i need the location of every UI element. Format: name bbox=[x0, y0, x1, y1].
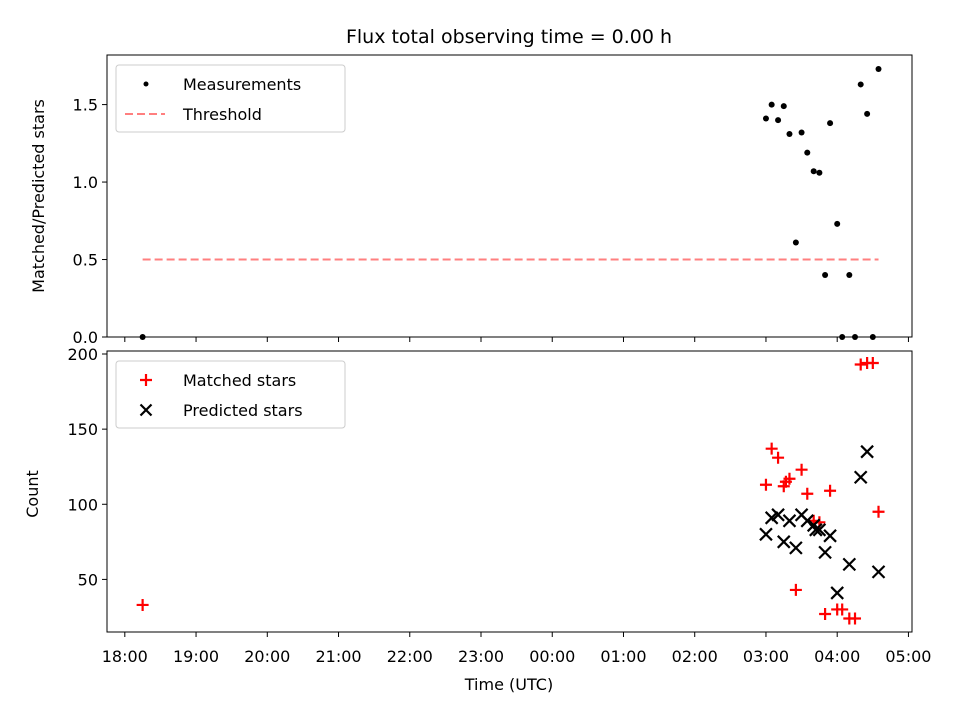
measurement-point bbox=[792, 239, 799, 246]
matched-stars-point bbox=[765, 442, 778, 455]
matched-stars-point bbox=[824, 484, 837, 497]
predicted-stars-point bbox=[823, 529, 837, 543]
measurement-point bbox=[852, 334, 859, 340]
matched-stars-point bbox=[759, 478, 772, 491]
bottom-data-layer bbox=[136, 357, 886, 625]
predicted-stars-point bbox=[830, 586, 844, 600]
measurement-point bbox=[816, 169, 823, 176]
measurement-point bbox=[798, 129, 805, 136]
predicted-stars-point bbox=[871, 565, 886, 579]
legend-label: Predicted stars bbox=[183, 401, 303, 420]
predicted-stars-point bbox=[759, 527, 773, 542]
matched-stars-point bbox=[801, 487, 814, 500]
measurement-point bbox=[875, 65, 882, 72]
measurement-point bbox=[864, 110, 871, 117]
x-tick-label: 21:00 bbox=[315, 647, 361, 666]
top-axes-frame bbox=[106, 54, 913, 338]
x-tick-label: 18:00 bbox=[102, 647, 148, 666]
matched-stars-point bbox=[866, 357, 879, 370]
x-axis-label: Time (UTC) bbox=[464, 675, 553, 694]
top-y-tick-label: 0.5 bbox=[73, 251, 98, 270]
bottom-y-tick-label: 50 bbox=[78, 570, 98, 589]
matched-stars-point bbox=[779, 475, 792, 488]
matched-stars-point bbox=[872, 505, 885, 518]
measurement-point bbox=[775, 117, 782, 124]
x-tick-label: 04:00 bbox=[814, 647, 860, 666]
measurement-point bbox=[839, 334, 846, 340]
x-tick-label: 20:00 bbox=[244, 647, 290, 666]
bottom-axes-frame bbox=[106, 350, 913, 633]
matched-stars-point bbox=[772, 451, 785, 464]
x-tick-label: 03:00 bbox=[743, 647, 789, 666]
measurement-point bbox=[786, 131, 793, 138]
bottom-y-tick-label: 150 bbox=[67, 420, 98, 439]
x-tick-label: 19:00 bbox=[173, 647, 219, 666]
matched-stars-point bbox=[819, 607, 832, 620]
measurement-point bbox=[768, 101, 775, 108]
predicted-stars-point bbox=[818, 545, 832, 560]
measurement-point bbox=[762, 115, 769, 122]
chart-title: Flux total observing time = 0.00 h bbox=[346, 26, 672, 48]
bottom-legend-box bbox=[115, 360, 346, 429]
measurement-point bbox=[810, 168, 817, 175]
measurement-point bbox=[804, 149, 811, 156]
legend-label: Measurements bbox=[183, 75, 301, 94]
predicted-stars-point bbox=[789, 541, 803, 555]
measurement-point bbox=[869, 334, 876, 340]
top-data-layer bbox=[139, 65, 882, 340]
legend-marker-measurements bbox=[143, 81, 149, 87]
legend-marker-matched-stars bbox=[140, 374, 152, 386]
measurement-point bbox=[822, 272, 829, 279]
matched-stars-point bbox=[795, 463, 808, 476]
top-y-tick-label: 1.5 bbox=[73, 96, 98, 115]
matched-stars-point bbox=[789, 583, 802, 596]
top-y-tick-label: 0.0 bbox=[73, 328, 98, 347]
x-tick-label: 00:00 bbox=[529, 647, 575, 666]
predicted-stars-point bbox=[860, 444, 874, 459]
x-tick-label: 23:00 bbox=[458, 647, 504, 666]
matched-stars-point bbox=[849, 612, 862, 625]
legend-marker-predicted-stars bbox=[139, 403, 153, 417]
top-legend-box bbox=[115, 64, 346, 133]
matched-stars-point bbox=[854, 358, 867, 371]
top-legend: Measurements Threshold bbox=[115, 64, 346, 133]
x-tick-label: 05:00 bbox=[885, 647, 931, 666]
bottom-legend: Matched stars Predicted stars bbox=[115, 360, 346, 429]
bottom-axes: 50 100 150 200 18:00 19:00 20:00 21:00 22:00 23:0… bbox=[67, 345, 931, 666]
measurement-point bbox=[857, 81, 864, 88]
matched-stars-point bbox=[136, 598, 149, 611]
predicted-stars-point bbox=[812, 523, 827, 537]
measurement-point bbox=[834, 220, 841, 227]
measurement-point bbox=[827, 120, 834, 127]
bottom-y-axis-label: Count bbox=[23, 470, 42, 518]
legend-label: Threshold bbox=[182, 105, 262, 124]
predicted-stars-point bbox=[776, 535, 791, 549]
x-tick-label: 01:00 bbox=[600, 647, 646, 666]
predicted-stars-point bbox=[782, 514, 797, 528]
bottom-y-tick-label: 200 bbox=[67, 345, 98, 364]
predicted-stars-point bbox=[842, 557, 857, 572]
measurement-point bbox=[139, 334, 146, 340]
predicted-stars-point bbox=[809, 523, 823, 537]
matched-stars-point bbox=[836, 603, 849, 616]
predicted-stars-point bbox=[853, 470, 868, 485]
x-tick-label: 22:00 bbox=[387, 647, 433, 666]
measurement-point bbox=[846, 272, 853, 279]
top-y-axis-label: Matched/Predicted stars bbox=[29, 99, 48, 293]
top-axes: 0.0 0.5 1.0 1.5 Measurements Threshold bbox=[73, 54, 913, 347]
predicted-stars-point bbox=[771, 508, 785, 522]
measurement-point bbox=[780, 103, 787, 110]
x-tick-label: 02:00 bbox=[672, 647, 718, 666]
top-y-tick-label: 1.0 bbox=[73, 173, 98, 192]
legend-label: Matched stars bbox=[183, 371, 296, 390]
bottom-y-tick-label: 100 bbox=[67, 495, 98, 514]
